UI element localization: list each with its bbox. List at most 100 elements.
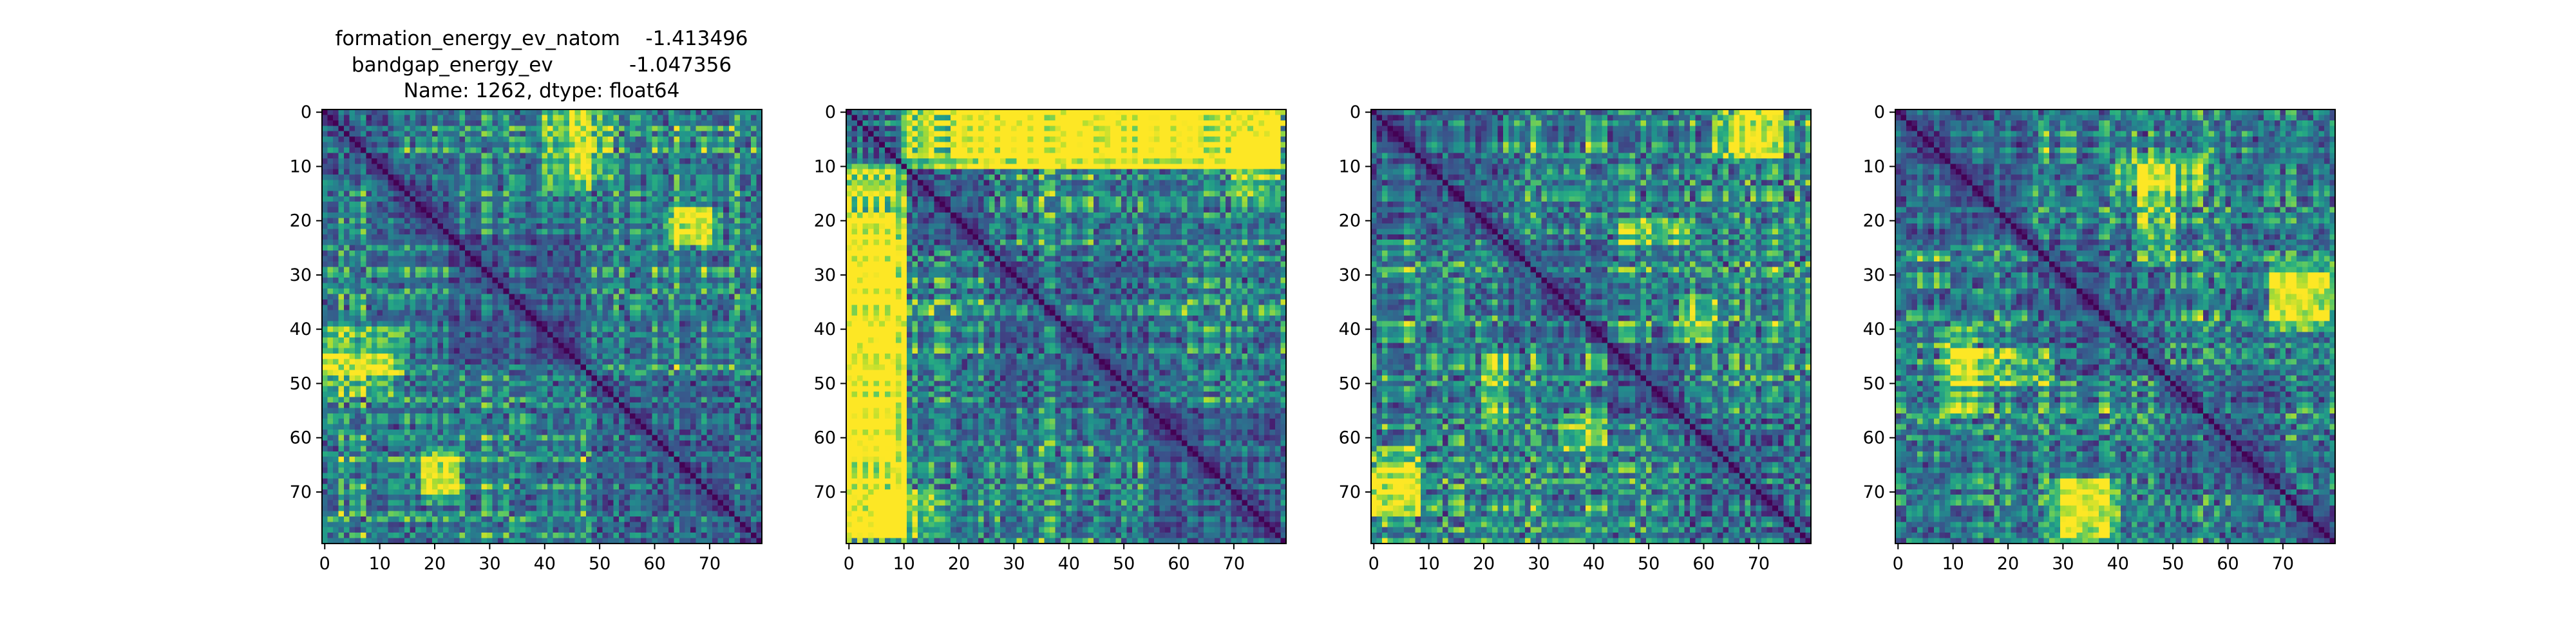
heatmap-cell bbox=[663, 321, 669, 327]
heatmap-cell bbox=[756, 305, 762, 311]
heatmap-cell bbox=[470, 327, 477, 333]
heatmap-cell bbox=[734, 115, 741, 121]
heatmap-cell bbox=[558, 424, 565, 430]
heatmap-cell bbox=[415, 147, 422, 154]
heatmap-cell bbox=[448, 272, 455, 278]
heatmap-cell bbox=[349, 256, 355, 262]
heatmap-cell bbox=[602, 234, 609, 240]
heatmap-cell bbox=[514, 240, 520, 246]
heatmap-cell bbox=[569, 158, 576, 164]
heatmap-cell bbox=[706, 375, 713, 381]
heatmap-cell bbox=[745, 327, 752, 333]
heatmap-cell bbox=[745, 126, 752, 132]
heatmap-cell bbox=[410, 229, 416, 235]
heatmap-cell bbox=[734, 283, 741, 289]
heatmap-cell bbox=[547, 164, 554, 170]
heatmap-cell bbox=[679, 147, 686, 154]
heatmap-cell bbox=[487, 175, 493, 181]
heatmap-cell bbox=[679, 164, 686, 170]
heatmap-cell bbox=[421, 213, 427, 219]
heatmap-cell bbox=[607, 115, 614, 121]
heatmap-cell bbox=[388, 440, 394, 446]
heatmap-cell bbox=[377, 337, 383, 343]
heatmap-cell bbox=[453, 196, 460, 202]
heatmap-cell bbox=[410, 196, 416, 202]
heatmap-cell bbox=[338, 147, 345, 154]
heatmap-cell bbox=[464, 109, 471, 116]
heatmap-cell bbox=[448, 169, 455, 175]
heatmap-cell bbox=[453, 397, 460, 403]
heatmap-cell bbox=[360, 435, 366, 441]
heatmap-cell bbox=[652, 164, 658, 170]
heatmap-cell bbox=[404, 272, 411, 278]
heatmap-cell bbox=[448, 446, 455, 452]
heatmap-cell bbox=[487, 196, 493, 202]
heatmap-cell bbox=[624, 332, 630, 338]
heatmap-cell bbox=[690, 229, 697, 235]
heatmap-cell bbox=[547, 180, 554, 186]
heatmap-cell bbox=[717, 256, 724, 262]
heatmap-cell bbox=[509, 397, 515, 403]
heatmap-cell bbox=[701, 310, 708, 316]
heatmap-cell bbox=[685, 289, 691, 295]
heatmap-cell bbox=[657, 375, 663, 381]
heatmap-cell bbox=[750, 218, 757, 224]
heatmap-cell bbox=[349, 142, 355, 148]
heatmap-cell bbox=[706, 316, 713, 322]
heatmap-cell bbox=[509, 440, 515, 446]
heatmap-cell bbox=[558, 283, 565, 289]
heatmap-cell bbox=[580, 229, 587, 235]
heatmap-cell bbox=[453, 446, 460, 452]
heatmap-cell bbox=[509, 131, 515, 137]
heatmap-cell bbox=[410, 381, 416, 387]
heatmap-cell bbox=[520, 169, 526, 175]
heatmap-cell bbox=[393, 169, 400, 175]
heatmap-cell bbox=[464, 337, 471, 343]
heatmap-cell bbox=[585, 251, 592, 257]
heatmap-cell bbox=[585, 147, 592, 154]
heatmap-cell bbox=[619, 245, 625, 251]
heatmap-cell bbox=[701, 218, 708, 224]
heatmap-cell bbox=[404, 310, 411, 316]
heatmap-cell bbox=[487, 386, 493, 392]
heatmap-cell bbox=[564, 234, 570, 240]
heatmap-cell bbox=[652, 251, 658, 257]
heatmap-cell bbox=[624, 381, 630, 387]
heatmap-cell bbox=[745, 435, 752, 441]
heatmap-cell bbox=[564, 359, 570, 365]
heatmap-cell bbox=[690, 375, 697, 381]
heatmap-cell bbox=[602, 305, 609, 311]
heatmap-cell bbox=[531, 120, 537, 126]
heatmap-cell bbox=[646, 267, 652, 273]
heatmap-cell bbox=[355, 430, 361, 436]
heatmap-cell bbox=[745, 153, 752, 159]
heatmap-cell bbox=[585, 229, 592, 235]
heatmap-cell bbox=[668, 440, 674, 446]
heatmap-cell bbox=[399, 191, 405, 197]
heatmap-cell bbox=[349, 207, 355, 213]
heatmap-cell bbox=[448, 435, 455, 441]
heatmap-cell bbox=[750, 381, 757, 387]
heatmap-cell bbox=[421, 392, 427, 398]
heatmap-cell bbox=[431, 202, 438, 208]
heatmap-cell bbox=[646, 245, 652, 251]
heatmap-cell bbox=[355, 386, 361, 392]
heatmap-cell bbox=[437, 267, 444, 273]
heatmap-cell bbox=[344, 364, 350, 371]
heatmap-cell bbox=[442, 402, 449, 408]
heatmap-cell bbox=[448, 245, 455, 251]
heatmap-cell bbox=[591, 386, 598, 392]
heatmap-cell bbox=[641, 164, 647, 170]
heatmap-cell bbox=[431, 147, 438, 154]
heatmap-cell bbox=[366, 408, 372, 414]
heatmap-cell bbox=[338, 109, 345, 116]
heatmap-cell bbox=[360, 424, 366, 430]
heatmap-cell bbox=[503, 196, 509, 202]
heatmap-cell bbox=[613, 126, 620, 132]
heatmap-cell bbox=[569, 169, 576, 175]
heatmap-cell bbox=[514, 408, 520, 414]
heatmap-cell bbox=[498, 153, 504, 159]
heatmap-cell bbox=[624, 202, 630, 208]
heatmap-cell bbox=[382, 370, 389, 376]
heatmap-cell bbox=[410, 180, 416, 186]
